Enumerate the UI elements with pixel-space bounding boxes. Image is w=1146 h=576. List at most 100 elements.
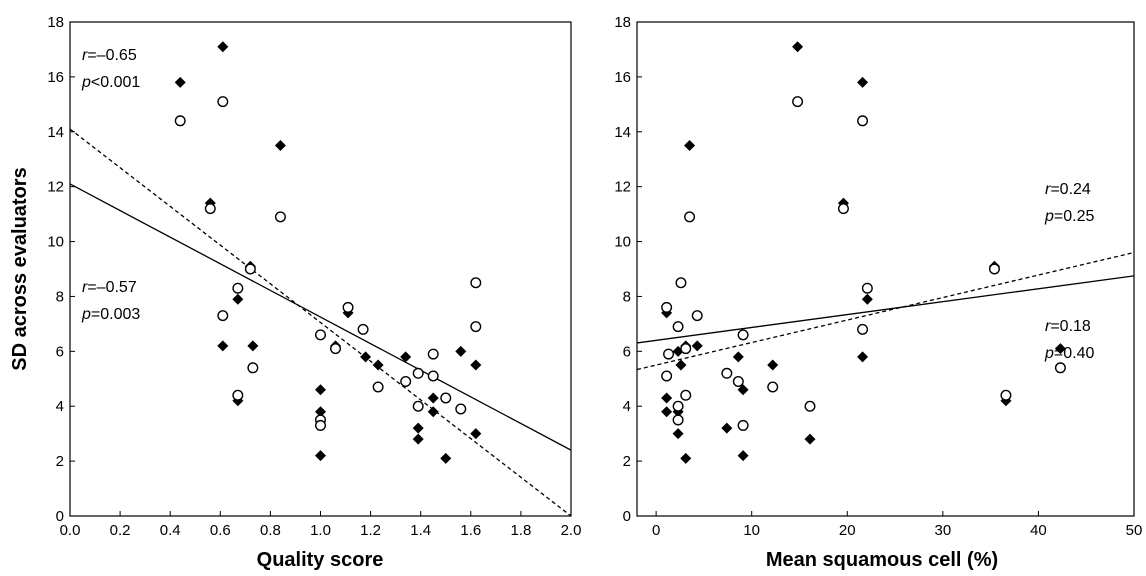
data-point-circle [455,403,467,415]
data-point-circle [672,414,684,426]
data-point-diamond [315,406,326,418]
data-point-circle [737,329,749,341]
data-point-diamond [732,351,744,363]
data-point-diamond [455,345,467,357]
right-annot-1-p: p=0.25 [1044,208,1094,225]
data-point-diamond [427,406,439,418]
data-point-circle [721,367,733,379]
right-annot-2-r: r=0.18 [1045,318,1091,335]
x-tick-label: 10 [743,522,760,539]
data-point-diamond [247,340,259,352]
data-point-circle [1000,389,1012,401]
data-point-diamond [217,41,229,53]
y-tick-label: 6 [56,343,64,360]
data-point-diamond [767,359,779,371]
x-tick-label: 1.0 [310,522,331,539]
data-point-circle [861,282,873,294]
data-point-circle [661,301,673,313]
data-point-diamond [861,293,873,305]
data-point-circle [217,96,229,108]
y-tick-label: 16 [47,69,64,86]
y-tick-label: 4 [623,398,631,415]
left-y-axis-title: SD across evaluators [9,167,31,370]
fit-line-solid [637,275,1134,344]
data-point-diamond [857,351,869,363]
x-tick-label: 1.4 [410,522,431,539]
data-point-circle [672,400,684,412]
data-point-circle [1054,362,1066,374]
y-tick-label: 4 [56,398,64,415]
data-point-circle [412,400,424,412]
left-points [174,41,482,464]
x-tick-label: 30 [935,522,952,539]
data-point-diamond [721,422,733,434]
y-tick-label: 0 [56,508,64,525]
data-point-circle [684,211,696,223]
data-point-circle [232,389,244,401]
data-point-diamond [857,76,869,88]
y-tick-label: 10 [614,234,631,251]
data-point-diamond [684,140,696,151]
data-point-circle [792,96,804,108]
data-point-circle [680,389,692,401]
data-point-diamond [691,340,703,352]
data-point-circle [274,211,286,223]
y-tick-label: 2 [623,453,631,470]
data-point-diamond [470,359,482,371]
y-tick-label: 10 [47,234,64,251]
data-point-diamond [360,351,372,363]
y-tick-label: 12 [614,179,631,196]
left-plot-frame [69,21,572,517]
x-tick-label: 2.0 [561,522,582,539]
y-tick-label: 14 [47,124,64,141]
data-point-circle [470,321,482,333]
left-annot-2-r: r=–0.57 [82,279,137,296]
data-point-circle [400,376,412,388]
right-panel: 0 2 4 6 8 10 12 14 16 18 0 10 20 30 40 50 Mean squamou… [614,14,1142,571]
y-tick-label: 12 [47,179,64,196]
data-point-diamond [440,452,452,464]
x-tick-label: 0.2 [110,522,131,539]
right-annot-2-p: p=0.40 [1044,345,1094,362]
y-tick-label: 0 [623,508,631,525]
data-point-circle [675,277,687,289]
data-point-circle [837,203,849,215]
data-point-diamond [412,433,424,445]
data-point-circle [204,203,216,215]
data-point-diamond [315,450,326,462]
data-point-circle [232,282,244,294]
right-x-axis-title: Mean squamous cell (%) [766,549,998,571]
data-point-circle [427,370,439,382]
data-point-circle [217,310,229,322]
x-tick-label: 0.8 [260,522,281,539]
fit-line-dashed [637,251,1134,371]
left-y-ticks: 0 2 4 6 8 10 12 14 16 18 [47,14,75,525]
data-point-circle [440,392,452,404]
x-tick-label: 50 [1126,522,1143,539]
data-point-diamond [315,384,326,396]
data-point-circle [330,343,342,355]
data-point-circle [672,321,684,333]
data-point-circle [372,381,384,393]
x-tick-label: 1.2 [360,522,381,539]
x-tick-label: 0.4 [160,522,181,539]
data-point-circle [427,348,439,360]
y-tick-label: 8 [56,288,64,305]
data-point-diamond [372,359,384,371]
right-fit-lines [637,251,1134,371]
fit-line-dashed [70,128,571,516]
data-point-circle [470,277,482,289]
right-plot-frame [636,21,1135,517]
x-tick-label: 40 [1030,522,1047,539]
y-tick-label: 18 [47,14,64,31]
data-point-circle [244,263,256,275]
x-tick-label: 1.8 [510,522,531,539]
data-point-diamond [675,359,687,371]
data-point-circle [680,343,692,355]
y-tick-label: 14 [614,124,631,141]
data-point-diamond [217,340,229,352]
x-tick-label: 1.6 [460,522,481,539]
data-point-circle [315,419,327,431]
right-y-ticks: 0 2 4 6 8 10 12 14 16 18 [614,14,642,525]
data-point-diamond [470,428,482,440]
